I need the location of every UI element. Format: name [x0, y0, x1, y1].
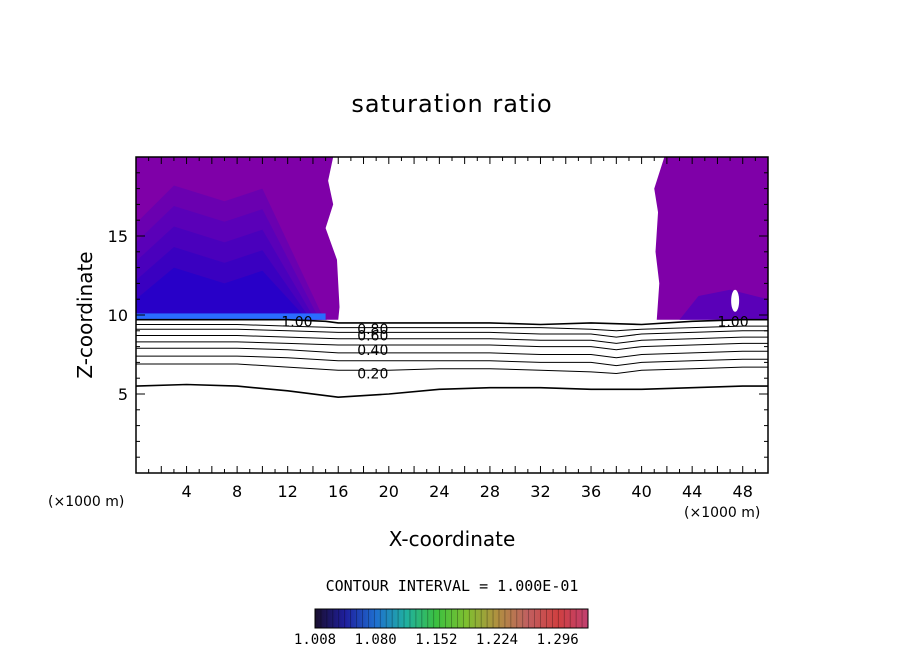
region-left-shade	[136, 267, 307, 320]
contour-label: 1.00	[281, 314, 312, 330]
filled-contour-regions	[136, 157, 768, 320]
contour-label: 1.00	[717, 314, 748, 330]
contour-label: 0.60	[357, 329, 388, 345]
colorbar-stripes	[320, 609, 583, 628]
region-left-core	[136, 313, 326, 320]
contour-line	[136, 324, 768, 332]
contour-line	[136, 341, 768, 351]
colorbar-tick-labels: 1.008 1.080 1.152 1.224 1.296	[294, 632, 579, 648]
region-right	[654, 157, 768, 320]
x-tick-label: 8	[232, 482, 242, 501]
contour-line	[136, 383, 768, 399]
contour-lines	[136, 318, 768, 399]
y-tick-labels: 5 10 15	[108, 227, 128, 404]
x-tick-label: 20	[379, 482, 399, 501]
contour-label: 0.40	[357, 343, 388, 359]
x-tick-label: 36	[581, 482, 601, 501]
axis-ticks	[136, 157, 768, 473]
region-right-hole	[731, 289, 740, 312]
x-tick-label: 32	[530, 482, 550, 501]
colorbar	[314, 608, 589, 629]
x-tick-label: 12	[278, 482, 298, 501]
contour-label: 0.20	[357, 366, 388, 382]
contour-line	[136, 347, 768, 359]
x-tick-label: 4	[181, 482, 191, 501]
contour-line	[136, 335, 768, 344]
x-tick-label: 48	[733, 482, 753, 501]
region-right-shade	[679, 289, 768, 320]
colorbar-tick-label: 1.224	[476, 632, 518, 648]
contour-line	[136, 328, 768, 338]
x-tick-label: 44	[682, 482, 702, 501]
x-tick-label: 28	[480, 482, 500, 501]
colorbar-tick-label: 1.008	[294, 632, 336, 648]
x-tick-label: 24	[429, 482, 449, 501]
y-tick-label: 10	[108, 306, 128, 325]
contour-line	[136, 355, 768, 367]
y-tick-label: 5	[118, 385, 128, 404]
contour-line	[136, 318, 768, 326]
x-tick-label: 16	[328, 482, 348, 501]
chart-title: saturation ratio	[351, 90, 552, 118]
contour-label: 0.80	[357, 322, 388, 338]
y-axis-label: Z-coordinate	[73, 251, 97, 378]
contour-labels: 1.00 1.00 0.800.600.40 0.20	[281, 314, 748, 382]
x-unit-right: (×1000 m)	[684, 505, 760, 521]
contour-interval-text: CONTOUR INTERVAL = 1.000E-01	[326, 577, 579, 595]
x-tick-label: 40	[631, 482, 651, 501]
contour-line	[136, 363, 768, 375]
colorbar-tick-label: 1.296	[537, 632, 579, 648]
y-tick-label: 15	[108, 227, 128, 246]
colorbar-tick-label: 1.080	[355, 632, 397, 648]
x-tick-labels: 4 8 12 16 20 24 28 32 36 40 44 48	[181, 482, 752, 501]
x-unit-left: (×1000 m)	[48, 494, 124, 510]
x-axis-label: X-coordinate	[389, 527, 516, 551]
colorbar-tick-label: 1.152	[415, 632, 457, 648]
